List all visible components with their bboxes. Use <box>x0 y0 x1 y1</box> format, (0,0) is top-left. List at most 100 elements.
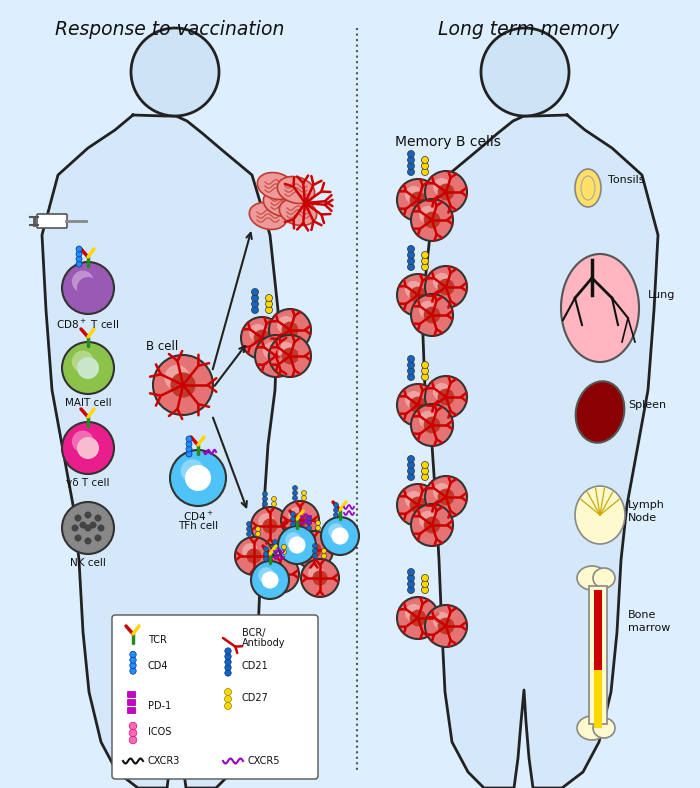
Circle shape <box>277 316 295 333</box>
Circle shape <box>235 537 273 575</box>
Text: PD-1: PD-1 <box>148 701 172 711</box>
Ellipse shape <box>577 566 607 590</box>
Circle shape <box>421 367 428 374</box>
Circle shape <box>397 179 439 221</box>
Circle shape <box>269 309 311 351</box>
Circle shape <box>407 462 414 469</box>
Text: TCR: TCR <box>148 635 167 645</box>
Circle shape <box>253 329 270 347</box>
Circle shape <box>433 273 451 291</box>
Circle shape <box>185 465 211 491</box>
Ellipse shape <box>279 199 316 225</box>
Circle shape <box>98 525 104 531</box>
Circle shape <box>263 342 281 359</box>
Circle shape <box>312 553 318 559</box>
Circle shape <box>272 549 277 555</box>
Bar <box>594 670 602 728</box>
Circle shape <box>333 512 339 518</box>
Ellipse shape <box>575 169 601 207</box>
Circle shape <box>397 597 439 639</box>
Circle shape <box>407 263 414 270</box>
Text: Lymph: Lymph <box>628 500 665 510</box>
Circle shape <box>130 662 136 669</box>
Circle shape <box>290 516 295 522</box>
Circle shape <box>407 474 414 481</box>
Circle shape <box>407 162 414 169</box>
Circle shape <box>72 525 78 531</box>
Ellipse shape <box>575 486 625 544</box>
Circle shape <box>131 28 219 116</box>
Circle shape <box>407 169 414 176</box>
Circle shape <box>72 270 94 292</box>
Circle shape <box>421 157 428 163</box>
Text: Bone: Bone <box>628 610 657 620</box>
Circle shape <box>181 459 204 483</box>
Circle shape <box>332 527 349 545</box>
Circle shape <box>186 436 192 442</box>
Circle shape <box>255 335 297 377</box>
Circle shape <box>407 367 414 374</box>
Circle shape <box>251 288 258 296</box>
Circle shape <box>263 556 269 562</box>
Circle shape <box>421 263 428 270</box>
Text: CD21: CD21 <box>242 661 269 671</box>
Circle shape <box>262 501 267 507</box>
Circle shape <box>130 736 136 744</box>
Ellipse shape <box>249 203 287 229</box>
Bar <box>589 586 607 724</box>
Circle shape <box>411 294 453 336</box>
Circle shape <box>262 492 267 496</box>
Circle shape <box>407 246 414 252</box>
Circle shape <box>312 571 328 585</box>
Circle shape <box>94 515 101 521</box>
Circle shape <box>307 526 312 530</box>
Circle shape <box>421 162 428 169</box>
Circle shape <box>268 561 284 578</box>
Circle shape <box>405 604 423 622</box>
Circle shape <box>419 206 437 224</box>
Text: CXCR5: CXCR5 <box>247 756 279 766</box>
Circle shape <box>307 542 321 558</box>
Circle shape <box>76 261 82 267</box>
Circle shape <box>425 266 467 308</box>
Circle shape <box>421 474 428 481</box>
Circle shape <box>77 357 99 379</box>
Ellipse shape <box>561 254 639 362</box>
Circle shape <box>407 455 414 463</box>
Circle shape <box>410 496 426 514</box>
Circle shape <box>438 618 454 634</box>
Circle shape <box>285 532 301 548</box>
Circle shape <box>397 384 439 426</box>
Circle shape <box>272 501 276 507</box>
Circle shape <box>262 496 267 501</box>
Circle shape <box>407 574 414 582</box>
Circle shape <box>77 437 99 459</box>
Text: Lung: Lung <box>648 290 676 300</box>
Text: MAIT cell: MAIT cell <box>64 398 111 408</box>
Circle shape <box>281 545 286 549</box>
Polygon shape <box>422 115 658 788</box>
Circle shape <box>433 383 451 400</box>
Circle shape <box>225 702 232 709</box>
Circle shape <box>433 612 451 630</box>
Circle shape <box>85 511 91 519</box>
Circle shape <box>438 388 454 405</box>
Ellipse shape <box>593 718 615 738</box>
Circle shape <box>410 191 426 208</box>
Circle shape <box>225 696 232 702</box>
Circle shape <box>288 537 305 553</box>
Text: CD8$^+$ T cell: CD8$^+$ T cell <box>57 318 120 331</box>
Circle shape <box>293 512 307 528</box>
Circle shape <box>263 552 269 556</box>
Circle shape <box>225 664 231 671</box>
Circle shape <box>272 496 276 501</box>
Text: Tonsils: Tonsils <box>608 175 645 185</box>
FancyBboxPatch shape <box>127 700 136 705</box>
Circle shape <box>321 517 359 555</box>
Text: NK cell: NK cell <box>70 558 106 568</box>
Circle shape <box>130 657 136 663</box>
Circle shape <box>421 251 428 258</box>
Circle shape <box>62 262 114 314</box>
Circle shape <box>425 605 467 647</box>
Circle shape <box>130 667 136 675</box>
